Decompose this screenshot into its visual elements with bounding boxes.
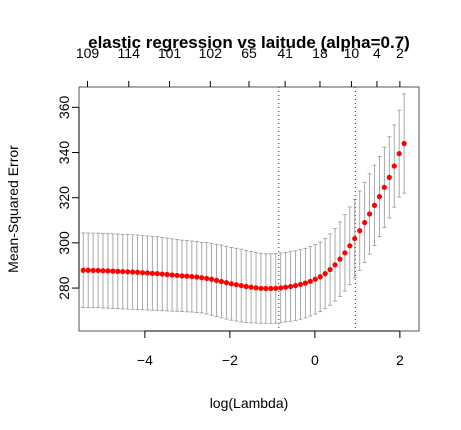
error-bars [81, 93, 407, 324]
mse-point [130, 269, 136, 275]
mse-point [278, 285, 284, 291]
mse-point [218, 278, 225, 285]
mse-point [169, 272, 175, 278]
x-axis: −4 −2 0 2 [137, 330, 404, 368]
mse-point [154, 271, 160, 277]
mse-point [189, 273, 195, 280]
mse-point [292, 282, 299, 289]
mse-point [184, 273, 190, 279]
mse-point [120, 268, 126, 275]
top-tick-label: 41 [277, 45, 293, 61]
mse-point [149, 270, 155, 276]
top-tick-label: 18 [312, 45, 328, 61]
mse-point [144, 270, 151, 276]
x-tick-label: −4 [137, 352, 153, 368]
mse-point [342, 250, 348, 256]
mse-point [273, 285, 279, 291]
mse-point [115, 268, 121, 274]
mse-point [396, 151, 402, 157]
mse-point [110, 268, 116, 274]
mse-point [95, 267, 101, 274]
top-tick-label: 102 [199, 45, 223, 61]
mse-point [381, 184, 387, 190]
mse-point [90, 267, 96, 274]
mse-point [209, 276, 215, 282]
mse-point [213, 277, 220, 283]
mse-point [317, 274, 323, 280]
mse-points [80, 140, 407, 292]
reference-lines [278, 87, 356, 331]
mse-point [159, 271, 165, 277]
mse-point [164, 271, 170, 278]
mse-point [297, 281, 304, 288]
x-axis-label: log(Lambda) [210, 395, 289, 411]
y-tick-label: 340 [56, 141, 72, 165]
y-axis: 280 300 320 340 360 [56, 95, 80, 300]
top-tick-label: 114 [118, 45, 141, 61]
mse-point [307, 278, 313, 284]
mse-point [134, 269, 141, 275]
mse-point [401, 140, 407, 147]
top-axis: 109 114 101 102 65 41 18 10 4 2 [76, 45, 404, 87]
mse-point [204, 275, 210, 281]
x-tick-label: 0 [311, 352, 319, 368]
top-tick-label: 10 [344, 45, 360, 61]
y-tick-label: 280 [56, 276, 72, 300]
mse-point [80, 267, 86, 273]
mse-point [248, 284, 254, 290]
mse-point [366, 211, 373, 217]
mse-point [85, 267, 91, 273]
mse-point [223, 280, 230, 286]
mse-point [179, 273, 185, 279]
mse-point [347, 243, 353, 249]
mse-point [199, 275, 205, 281]
x-tick-label: 2 [396, 352, 404, 368]
mse-point [302, 280, 308, 286]
top-tick-label: 109 [76, 45, 100, 61]
mse-point [174, 272, 180, 279]
chart-title: elastic regression vs laitude (alpha=0.7… [88, 33, 410, 52]
top-tick-label: 101 [158, 45, 182, 61]
mse-point [352, 235, 358, 242]
mse-point [327, 266, 333, 273]
mse-point [243, 283, 249, 290]
mse-point [253, 285, 259, 291]
mse-point [194, 274, 200, 280]
mse-point [125, 269, 131, 275]
mse-point [386, 174, 392, 180]
mse-point [268, 285, 274, 292]
x-tick-label: −2 [222, 352, 238, 368]
mse-point [391, 163, 397, 169]
y-tick-label: 360 [56, 95, 72, 119]
mse-point [371, 202, 378, 208]
mse-point [283, 284, 289, 290]
mse-point [105, 268, 111, 274]
mse-point [287, 283, 294, 290]
mse-point [357, 228, 363, 234]
mse-point [322, 271, 328, 277]
mse-point [228, 281, 234, 287]
mse-point [312, 276, 318, 282]
mse-point [139, 270, 146, 276]
plot-frame [78, 86, 420, 332]
y-axis-label: Mean-Squared Error [5, 145, 21, 273]
y-tick-label: 300 [56, 231, 72, 255]
top-tick-label: 2 [396, 45, 404, 61]
mse-point [263, 285, 269, 292]
mse-point [100, 268, 106, 274]
mse-point [362, 219, 368, 226]
y-tick-label: 320 [56, 186, 72, 210]
mse-point [238, 282, 244, 289]
top-tick-label: 4 [373, 45, 381, 61]
mse-point [258, 285, 264, 291]
mse-point [337, 256, 343, 262]
top-tick-label: 65 [241, 45, 257, 61]
mse-point [332, 262, 338, 268]
mse-point [233, 282, 239, 288]
mse-point [376, 193, 383, 200]
